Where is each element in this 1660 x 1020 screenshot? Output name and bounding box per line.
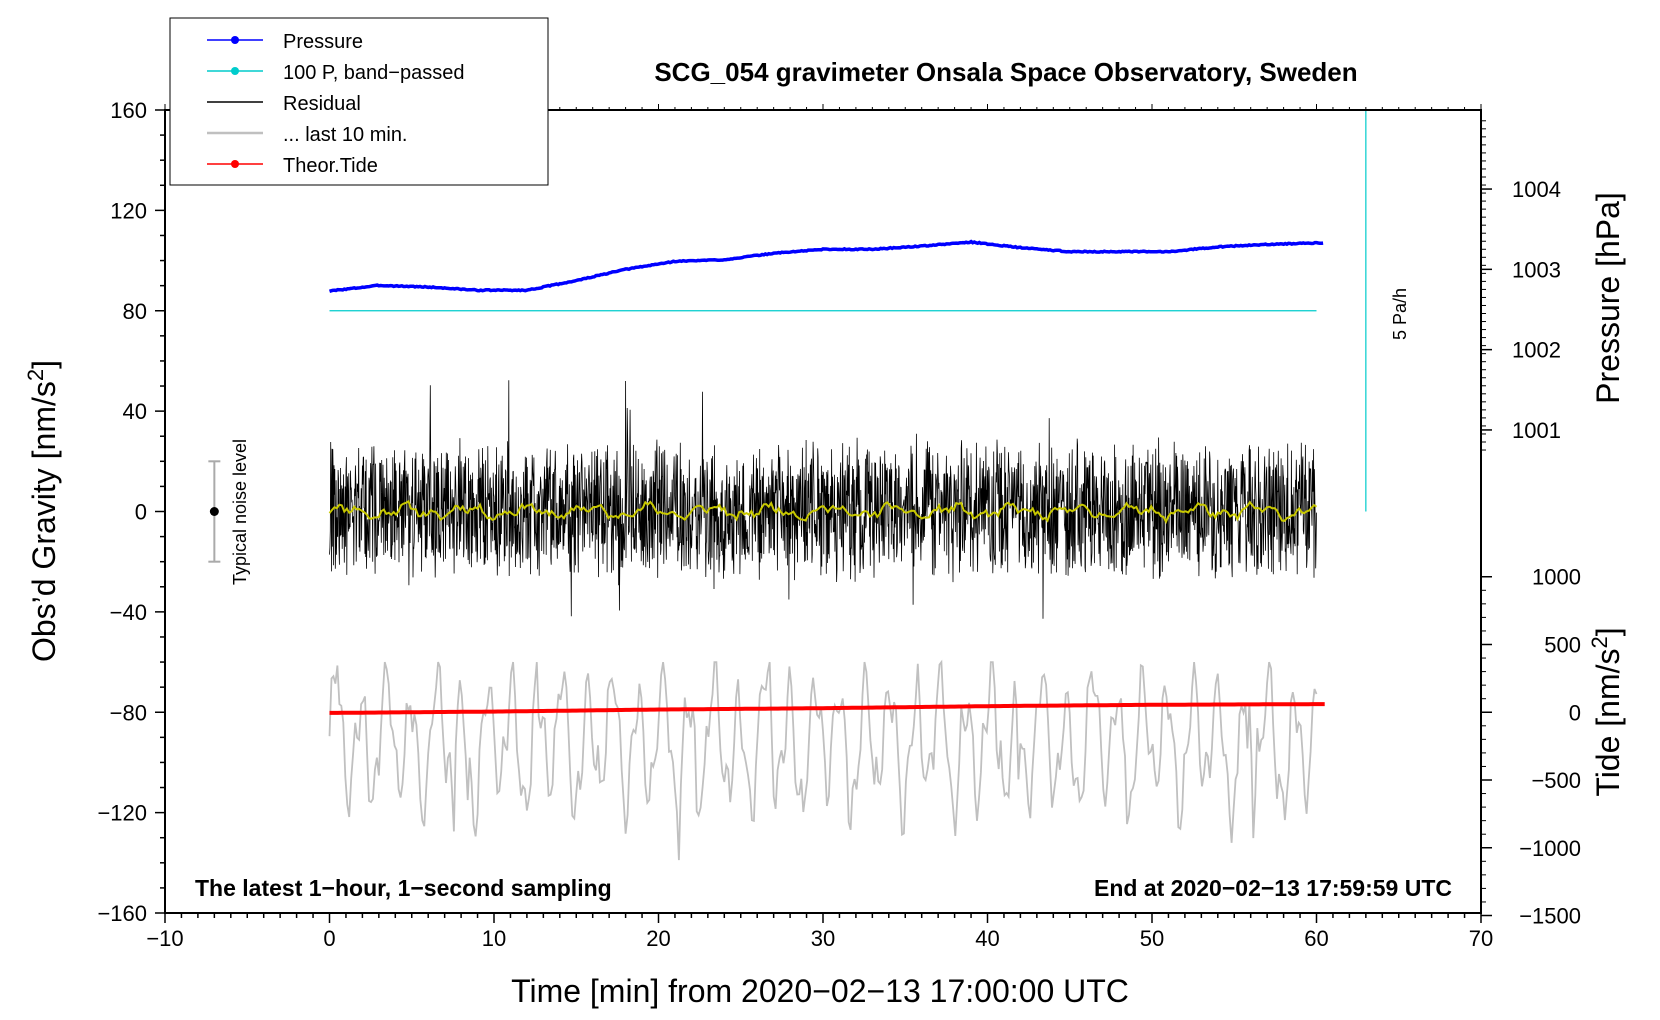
footer-right-note: End at 2020−02−13 17:59:59 UTC [1094,875,1452,901]
legend: Pressure 100 P, band−passed Residual ...… [169,17,549,186]
x-tick-label: −10 [146,926,183,951]
y-axis-title-sup: 2 [23,369,48,381]
smoothed-residual-series [328,499,1318,525]
x-tick-label: 30 [811,926,835,951]
plot-content [208,110,1367,861]
x-tick-label: 60 [1304,926,1328,951]
last-10-min-series [328,659,1318,861]
legend-label-bandpassed: 100 P, band−passed [283,62,464,84]
x-tick-label: 40 [975,926,999,951]
rate-label: 5 Pa/h [1390,288,1410,340]
y-tick-label: −40 [110,600,147,625]
axis-ticks: −10 0 10 20 30 40 50 60 70 160 120 80 40 0 −40 −80 −120 −… [97,98,1581,951]
tide-axis-title: Tide [nm/s2] [1587,627,1626,796]
legend-swatch-marker [231,36,239,44]
noise-bar-dot [209,507,219,516]
y-tick-label: 40 [123,399,147,424]
y-axis-title-text: Obs’d Gravity [nm/s [26,381,62,662]
tide-axis-title-sup: 2 [1587,636,1612,648]
y-tick-label: −80 [110,700,147,725]
footer-left-note: The latest 1−hour, 1−second sampling [195,875,612,901]
x-tick-label: 0 [323,926,335,951]
tide-axis-title-close: ] [1590,627,1626,636]
tide-tick-label: −1500 [1519,904,1581,929]
pressure-series [328,239,1324,293]
tide-tick-label: −1000 [1519,836,1581,861]
tide-tick-label: −500 [1531,768,1581,793]
x-tick-label: 50 [1140,926,1164,951]
tide-series [329,702,1325,715]
tide-tick-label: 1000 [1532,565,1581,590]
legend-label-tide: Theor.Tide [283,155,378,177]
x-axis-title: Time [min] from 2020−02−13 17:00:00 UTC [511,973,1129,1009]
tide-tick-label: 500 [1544,632,1581,657]
chart-title: SCG_054 gravimeter Onsala Space Observat… [654,57,1357,87]
y-tick-label: 160 [110,98,147,123]
tide-tick-label: 0 [1569,700,1581,725]
y-tick-label: 0 [135,500,147,525]
pressure-tick-label: 1002 [1512,338,1561,363]
noise-level-label: Typical noise level [230,439,250,585]
x-tick-label: 10 [482,926,506,951]
legend-label-residual: Residual [283,93,361,115]
legend-swatch-marker [231,160,239,168]
x-tick-label: 70 [1469,926,1493,951]
y-axis-title: Obs’d Gravity [nm/s2] [23,360,62,662]
y-tick-label: −120 [97,801,147,826]
x-tick-label: 20 [646,926,670,951]
y-axis-title-close: ] [26,360,62,369]
tide-axis-title-text: Tide [nm/s [1590,648,1626,796]
legend-label-pressure: Pressure [283,31,363,53]
pressure-tick-label: 1004 [1512,177,1561,202]
y-tick-label: 80 [123,299,147,324]
pressure-tick-label: 1003 [1512,257,1561,282]
legend-swatch-marker [231,67,239,75]
pressure-tick-label: 1001 [1512,418,1561,443]
residual-series [329,380,1317,619]
y-tick-label: −160 [97,901,147,926]
pressure-axis-title: Pressure [hPa] [1590,192,1626,404]
legend-label-last10: ... last 10 min. [283,124,408,146]
y-tick-label: 120 [110,198,147,223]
